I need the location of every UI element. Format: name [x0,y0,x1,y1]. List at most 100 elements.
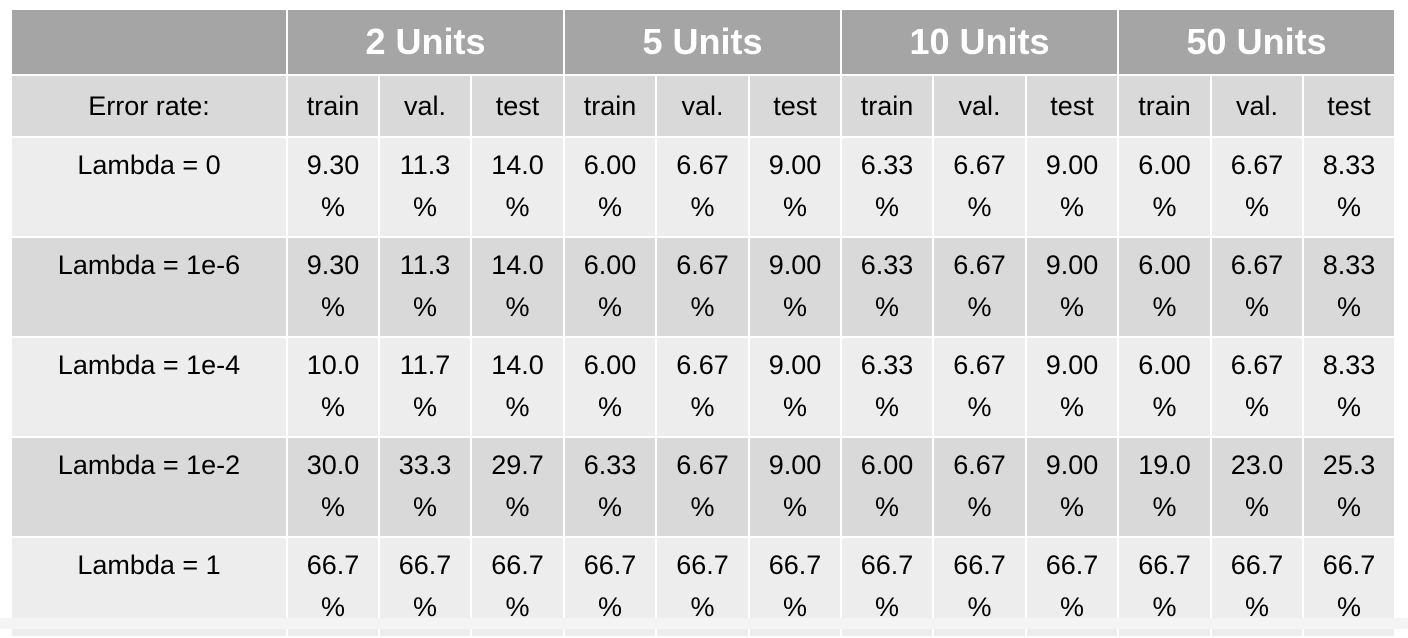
percent-sign: % [598,592,623,622]
error-rate-value: 8.33 [1322,350,1376,380]
percent-sign: % [875,392,900,422]
error-rate-cell: 9.00% [748,236,843,338]
column-header: test [748,74,843,138]
error-rate-value: 14.0 [491,150,544,180]
error-rate-value: 6.00 [583,150,637,180]
error-rate-cell: 6.67% [655,436,751,538]
error-rate-cell: 9.00% [748,436,843,538]
percent-sign: % [1152,192,1177,222]
percent-sign: % [875,592,900,622]
error-rate-value: 9.30 [306,150,360,180]
error-rate-cell: 8.33% [1302,336,1397,438]
error-rate-cell: 29.7% [469,436,566,538]
error-rate-cell: 33.3% [378,436,472,538]
error-rate-value: 9.00 [1045,450,1099,480]
error-rate-cell: 14.0% [469,336,566,438]
percent-sign: % [783,492,808,522]
column-header: val. [1210,74,1305,138]
error-rate-value: 66.7 [1045,550,1099,580]
error-rate-value: 6.33 [860,150,914,180]
error-rate-cell: 6.67% [932,236,1028,338]
error-rate-cell: 25.3% [1302,436,1397,538]
error-rate-cell: 6.67% [655,236,751,338]
percent-sign: % [875,192,900,222]
error-rate-value: 14.0 [491,350,544,380]
error-rate-cell: 6.00% [840,436,935,538]
percent-sign: % [598,492,623,522]
error-rate-value: 6.00 [1138,250,1191,280]
percent-sign: % [505,292,530,322]
percent-sign: % [1152,492,1177,522]
percent-sign: % [783,192,808,222]
percent-sign: % [412,392,437,422]
error-rate-cell: 6.00% [563,236,658,338]
error-rate-value: 66.7 [1138,550,1191,580]
column-header: train [286,74,380,138]
percent-sign: % [1060,192,1085,222]
column-header: test [1025,74,1120,138]
error-rate-value: 6.00 [583,250,637,280]
percent-sign: % [598,292,623,322]
column-header: train [563,74,658,138]
error-rate-cell: 9.00% [1025,236,1120,338]
error-rate-cell: 6.00% [1117,236,1213,338]
error-rate-cell: 6.67% [655,136,751,238]
error-rate-cell: 8.33% [1302,236,1397,338]
bottom-margin-strip [0,618,1408,629]
percent-sign: % [505,492,530,522]
group-header-2-units: 2 Units [285,8,566,76]
percent-sign: % [1245,492,1270,522]
error-rate-value: 6.67 [953,150,1006,180]
error-rate-cell: 9.00% [748,136,843,238]
percent-sign: % [690,592,715,622]
percent-sign: % [1245,392,1270,422]
error-rate-cell: 14.0% [469,136,566,238]
error-rate-value: 66.7 [860,550,914,580]
error-rate-cell: 6.33% [840,136,935,238]
error-rate-cell: 9.00% [1025,436,1120,538]
error-rate-value: 6.00 [860,450,914,480]
error-rate-value: 66.7 [768,550,822,580]
table-row: Lambda = 0 9.30% 11.3% 14.0% 6.00% 6.67% 9.00%… [10,136,1397,238]
error-rate-value: 66.7 [491,550,544,580]
error-rate-cell: 6.33% [563,436,658,538]
percent-sign: % [320,492,345,522]
percent-sign: % [1337,292,1362,322]
percent-sign: % [967,292,992,322]
error-rate-cell: 23.0% [1210,436,1305,538]
percent-sign: % [1060,492,1085,522]
error-rate-cell: 6.33% [840,336,935,438]
column-header: val. [378,74,472,138]
group-header-5-units: 5 Units [563,8,843,76]
error-rate-cell: 6.33% [840,236,935,338]
error-rate-value: 66.7 [953,550,1006,580]
unit-group-header-row: 2 Units 5 Units 10 Units 50 Units [10,8,1397,76]
table-body: Lambda = 0 9.30% 11.3% 14.0% 6.00% 6.67% 9.00%… [10,136,1397,638]
error-rate-value: 66.7 [1322,550,1376,580]
percent-sign: % [412,292,437,322]
column-header: val. [655,74,751,138]
percent-sign: % [1060,592,1085,622]
error-rate-table: 2 Units 5 Units 10 Units 50 Units Error … [10,8,1397,638]
error-rate-value: 6.67 [953,350,1006,380]
percent-sign: % [1152,392,1177,422]
error-rate-value: 6.33 [583,450,637,480]
column-header: test [469,74,566,138]
error-rate-value: 6.00 [583,350,637,380]
percent-sign: % [412,492,437,522]
error-rate-value: 30.0 [306,450,360,480]
error-rate-value: 6.33 [860,350,914,380]
error-rate-cell: 11.3% [378,236,472,338]
percent-sign: % [412,192,437,222]
error-rate-value: 9.30 [306,250,360,280]
percent-sign: % [690,392,715,422]
error-rate-value: 9.00 [768,150,822,180]
percent-sign: % [505,392,530,422]
error-rate-value: 9.00 [768,250,822,280]
error-rate-label: Error rate: [10,74,288,138]
percent-sign: % [690,192,715,222]
error-rate-value: 9.00 [1045,350,1099,380]
error-rate-cell: 30.0% [286,436,380,538]
percent-sign: % [967,192,992,222]
column-header: train [840,74,935,138]
